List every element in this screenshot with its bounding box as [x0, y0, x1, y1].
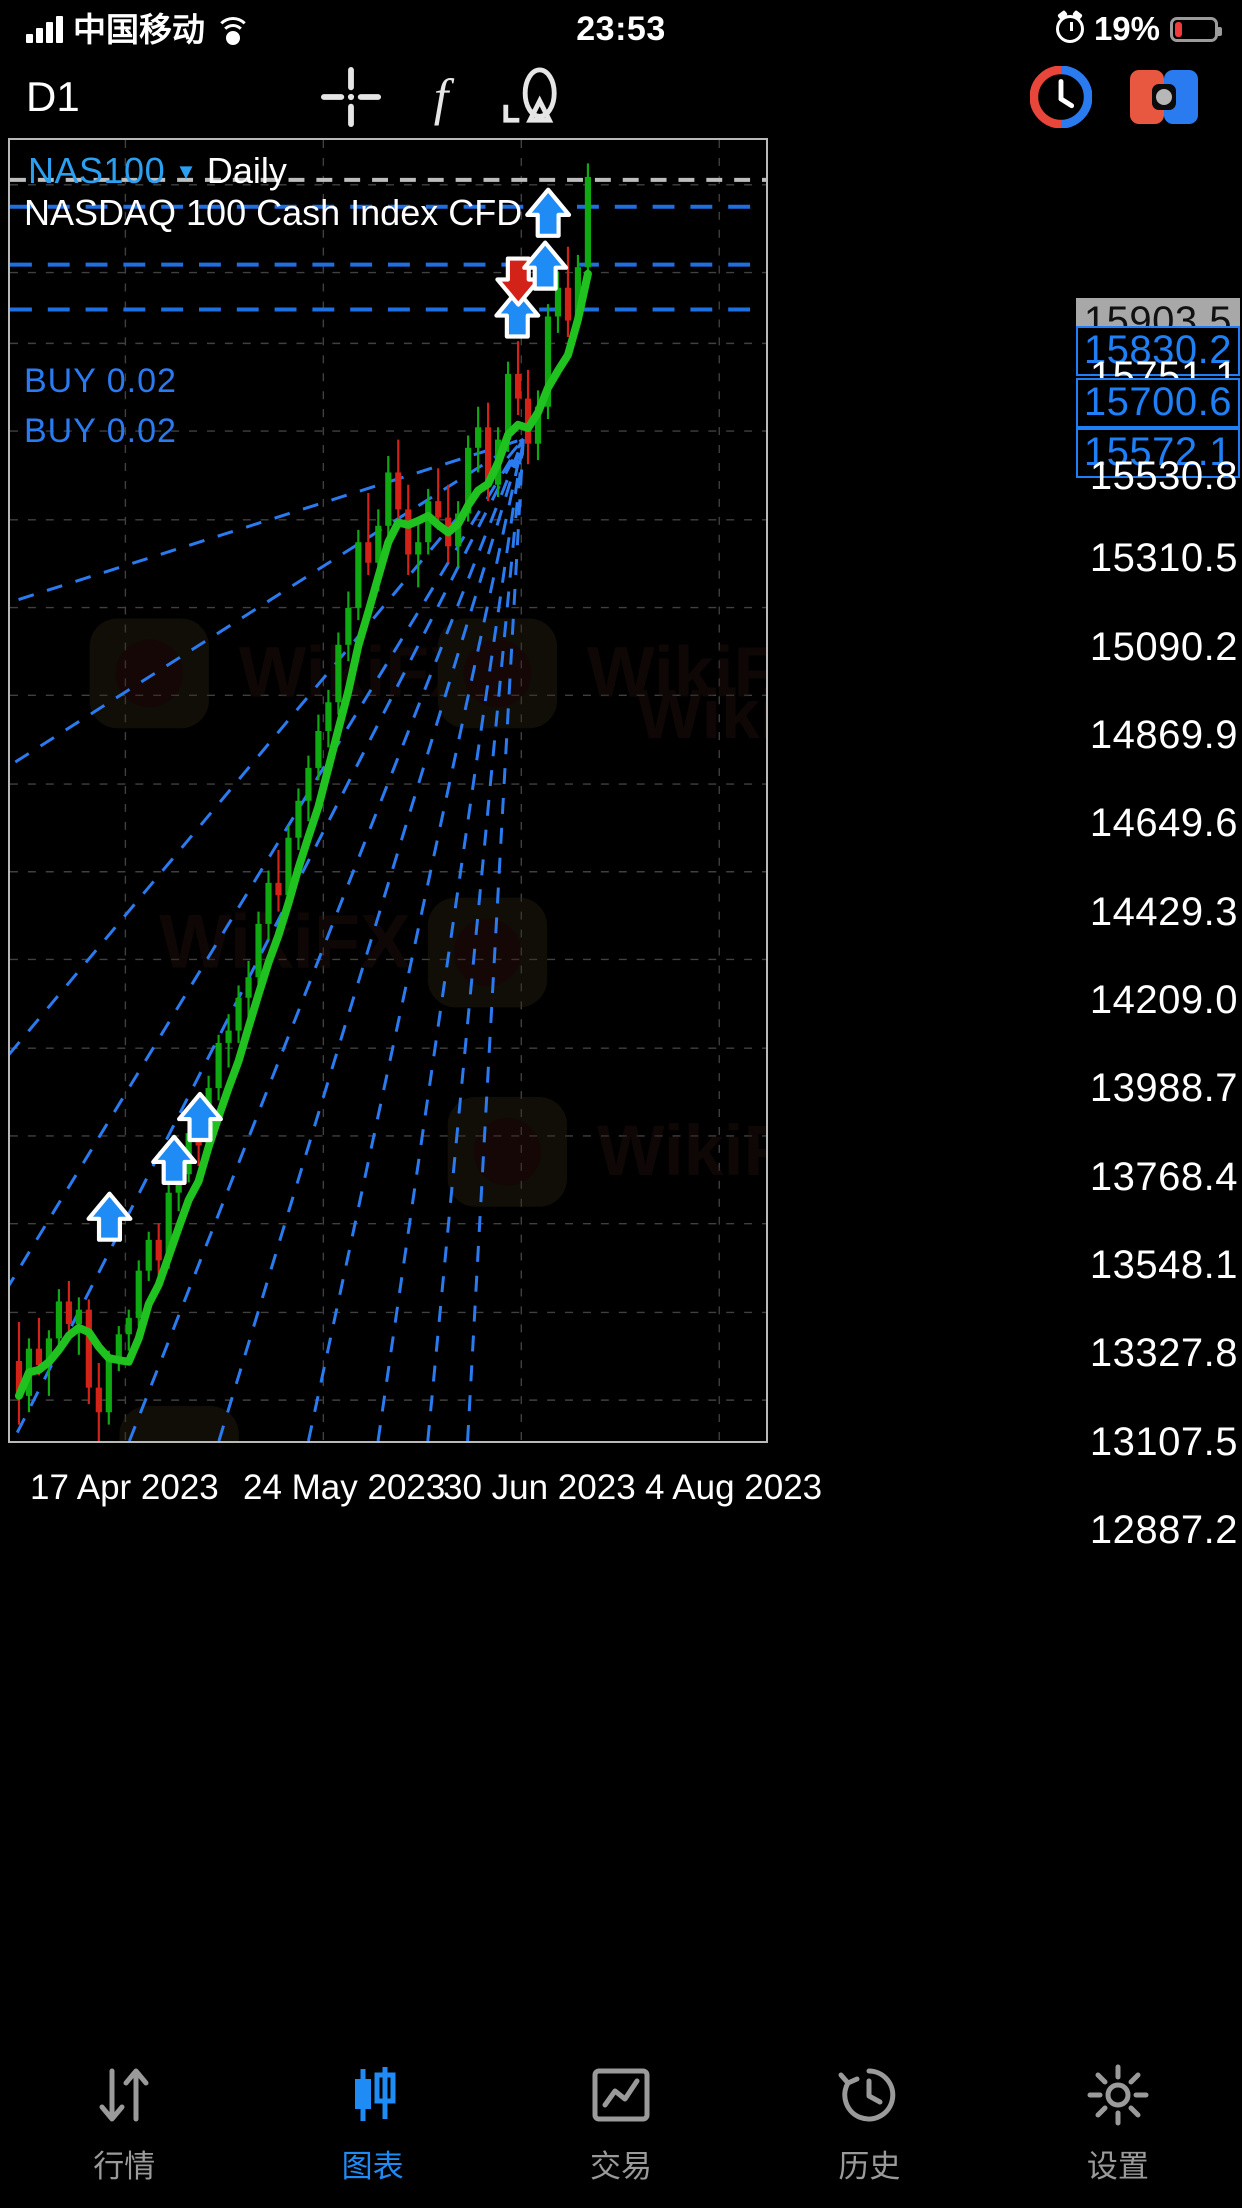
- price-plot[interactable]: WikiFX WikiFX WikiFX WikiFX: [8, 138, 768, 1443]
- symbol-header[interactable]: NAS100 ▼ Daily: [28, 150, 287, 192]
- price-tick-label: 14209.0: [1089, 978, 1238, 1022]
- symbol-description: NASDAQ 100 Cash Index CFD: [24, 192, 523, 233]
- chat-icon[interactable]: [1128, 68, 1200, 126]
- price-tick-label: 14649.6: [1089, 801, 1238, 845]
- svg-text:WikiFX: WikiFX: [587, 632, 766, 712]
- candlestick-plot-svg: WikiFX WikiFX WikiFX WikiFX: [10, 140, 766, 1441]
- price-level-label[interactable]: 15572.1: [1075, 428, 1240, 478]
- chevron-down-icon[interactable]: ▼: [175, 159, 197, 184]
- price-tick-label: 15530.8: [1089, 454, 1238, 498]
- nav-item-label: 行情: [93, 2148, 156, 2184]
- date-tick-label: 4 Aug 2023: [645, 1468, 823, 1507]
- buy-arrow-marker[interactable]: [494, 288, 541, 339]
- clock-icon[interactable]: [1030, 66, 1092, 128]
- price-tick-label: 15310.5: [1089, 536, 1238, 580]
- grid-lines: [10, 140, 766, 1441]
- nav-item-history-clock[interactable]: 历史: [745, 2040, 993, 2208]
- symbol-period: Daily: [206, 150, 287, 191]
- nav-item-gear[interactable]: 设置: [994, 2040, 1242, 2208]
- alarm-clock-icon: [1055, 15, 1084, 43]
- candlestick-icon: [341, 2063, 405, 2127]
- nav-item-label: 交易: [590, 2148, 653, 2184]
- quotes-arrows-icon: [92, 2063, 156, 2127]
- trade-line-icon: [589, 2063, 653, 2127]
- price-tick-label: 14869.9: [1089, 713, 1238, 757]
- buy-arrow-marker[interactable]: [522, 240, 569, 291]
- fan-lines: [10, 437, 525, 1441]
- moving-average-line: [14, 269, 592, 1400]
- cellular-signal-icon: [26, 15, 63, 43]
- date-tick-label: 30 Jun 2023: [443, 1468, 636, 1507]
- history-clock-icon: [837, 2063, 901, 2127]
- price-tick-label: 14429.3: [1089, 890, 1238, 934]
- wifi-icon: [215, 15, 251, 45]
- date-tick-label: 24 May 2023: [243, 1468, 446, 1507]
- price-scale[interactable]: 15903.5 15830.2 15751.1 15700.6 15572.1 15530…: [770, 138, 1242, 1550]
- price-level-label[interactable]: 15830.2: [1075, 326, 1240, 376]
- price-tick-label: 13988.7: [1089, 1066, 1238, 1110]
- position-level-lines: [10, 204, 766, 312]
- nav-item-trade-line[interactable]: 交易: [497, 2040, 745, 2208]
- wikifx-watermark: WikiFX WikiFX WikiFX WikiFX: [89, 618, 766, 1441]
- crosshair-icon[interactable]: [320, 66, 382, 128]
- buy-arrow-marker[interactable]: [177, 1091, 223, 1143]
- nav-item-candlestick[interactable]: 图表: [248, 2040, 496, 2208]
- status-bar-right: 19%: [1055, 10, 1222, 48]
- price-tick-label: 13327.8: [1089, 1331, 1238, 1375]
- price-tick-label: 13768.4: [1089, 1155, 1238, 1199]
- chart-toolbar: D1 f: [0, 58, 1242, 136]
- position-label-2[interactable]: BUY 0.02: [24, 412, 177, 450]
- svg-text:WikiFX: WikiFX: [597, 1111, 766, 1191]
- svg-text:WikiFX: WikiFX: [637, 675, 766, 753]
- buy-arrow-marker[interactable]: [151, 1134, 198, 1185]
- battery-low-icon: [1170, 16, 1222, 42]
- nav-item-label: 设置: [1086, 2148, 1149, 2184]
- status-bar-clock: 23:53: [576, 9, 666, 48]
- candlesticks: [15, 163, 592, 1441]
- objects-icon[interactable]: [497, 66, 563, 128]
- nav-item-label: 图表: [341, 2148, 404, 2184]
- nav-item-quotes-arrows[interactable]: 行情: [0, 2040, 248, 2208]
- status-bar: 中国移动 23:53 19%: [0, 0, 1242, 58]
- trade-markers: [86, 187, 572, 1242]
- buy-arrow-marker[interactable]: [525, 187, 572, 238]
- symbol-name[interactable]: NAS100: [28, 150, 166, 191]
- status-bar-left: 中国移动: [26, 13, 251, 46]
- gear-icon: [1086, 2063, 1150, 2127]
- price-tick-label: 12887.2: [1089, 1508, 1238, 1552]
- bottom-navigation[interactable]: 行情 图表 交易 历史 设置: [0, 2040, 1242, 2208]
- date-axis: 17 Apr 2023 24 May 2023 30 Jun 2023 4 Aug 2…: [0, 1468, 1242, 1530]
- carrier-label: 中国移动: [73, 10, 205, 48]
- svg-text:f: f: [434, 68, 455, 126]
- position-label-1[interactable]: BUY 0.02: [24, 362, 177, 400]
- date-tick-label: 17 Apr 2023: [30, 1468, 219, 1507]
- chart-area[interactable]: WikiFX WikiFX WikiFX WikiFX: [0, 138, 1242, 1550]
- timeframe-button[interactable]: D1: [26, 73, 80, 120]
- price-tick-label: 15090.2: [1089, 625, 1238, 669]
- function-fx-icon[interactable]: f: [415, 66, 467, 128]
- price-level-label[interactable]: 15700.6: [1075, 378, 1240, 428]
- price-tick-label: 13107.5: [1089, 1420, 1238, 1464]
- price-tick-label: 13548.1: [1089, 1243, 1238, 1287]
- battery-percent-label: 19%: [1093, 10, 1160, 47]
- nav-item-label: 历史: [838, 2148, 901, 2184]
- buy-arrow-marker[interactable]: [86, 1191, 133, 1242]
